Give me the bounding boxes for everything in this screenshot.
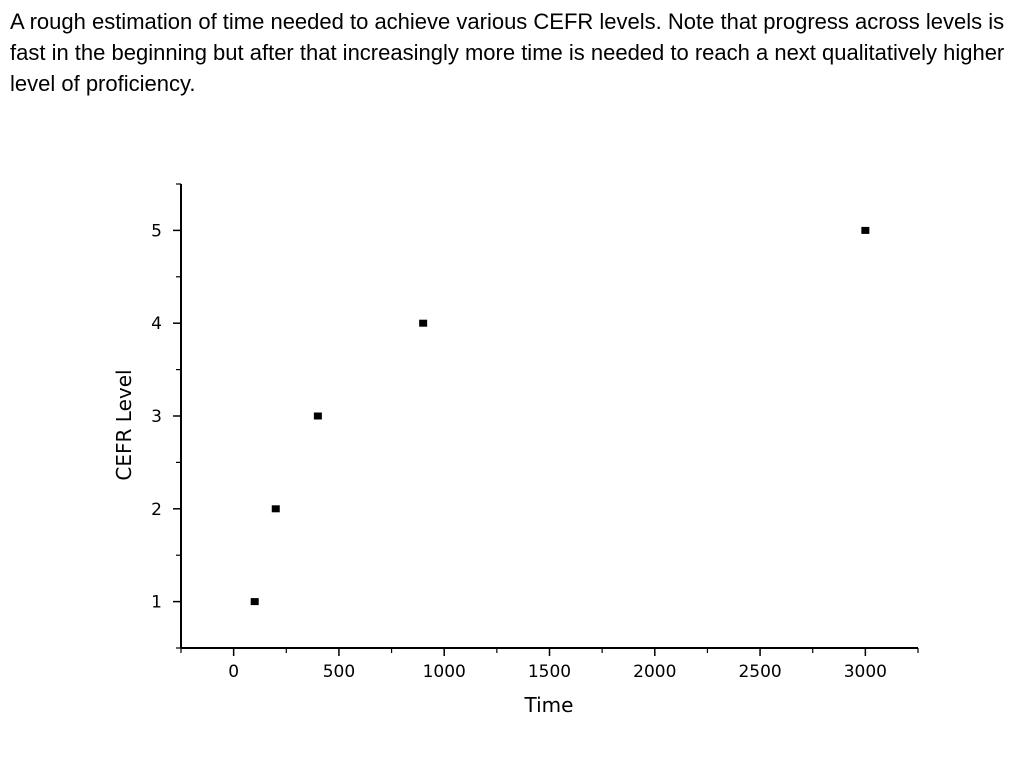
y-tick-label: 1 [151,593,162,613]
data-point [861,226,870,234]
x-tick-label: 3000 [844,662,887,682]
chart-ticks: 0 500 1000 1500 2000 2500 3000 1 2 3 4 5 [151,183,919,682]
data-point [419,319,428,327]
x-tick-label: 1000 [423,662,466,682]
y-tick-label: 4 [151,314,162,334]
x-tick-label: 500 [323,662,355,682]
chart-axes [180,184,918,649]
x-tick-label: 2000 [633,662,676,682]
chart-points [250,226,870,606]
y-tick-label: 5 [151,221,162,241]
x-axis-label: Time [524,693,574,717]
data-point [250,598,259,606]
figure-caption: A rough estimation of time needed to ach… [10,9,1005,96]
y-tick-label: 3 [151,407,162,427]
x-tick-label: 2500 [738,662,781,682]
y-tick-label: 2 [151,500,162,520]
data-point [271,505,280,513]
x-tick-label: 1500 [528,662,571,682]
y-axis-label: CEFR Level [112,369,136,480]
x-tick-label: 0 [228,662,239,682]
data-point [313,412,322,420]
